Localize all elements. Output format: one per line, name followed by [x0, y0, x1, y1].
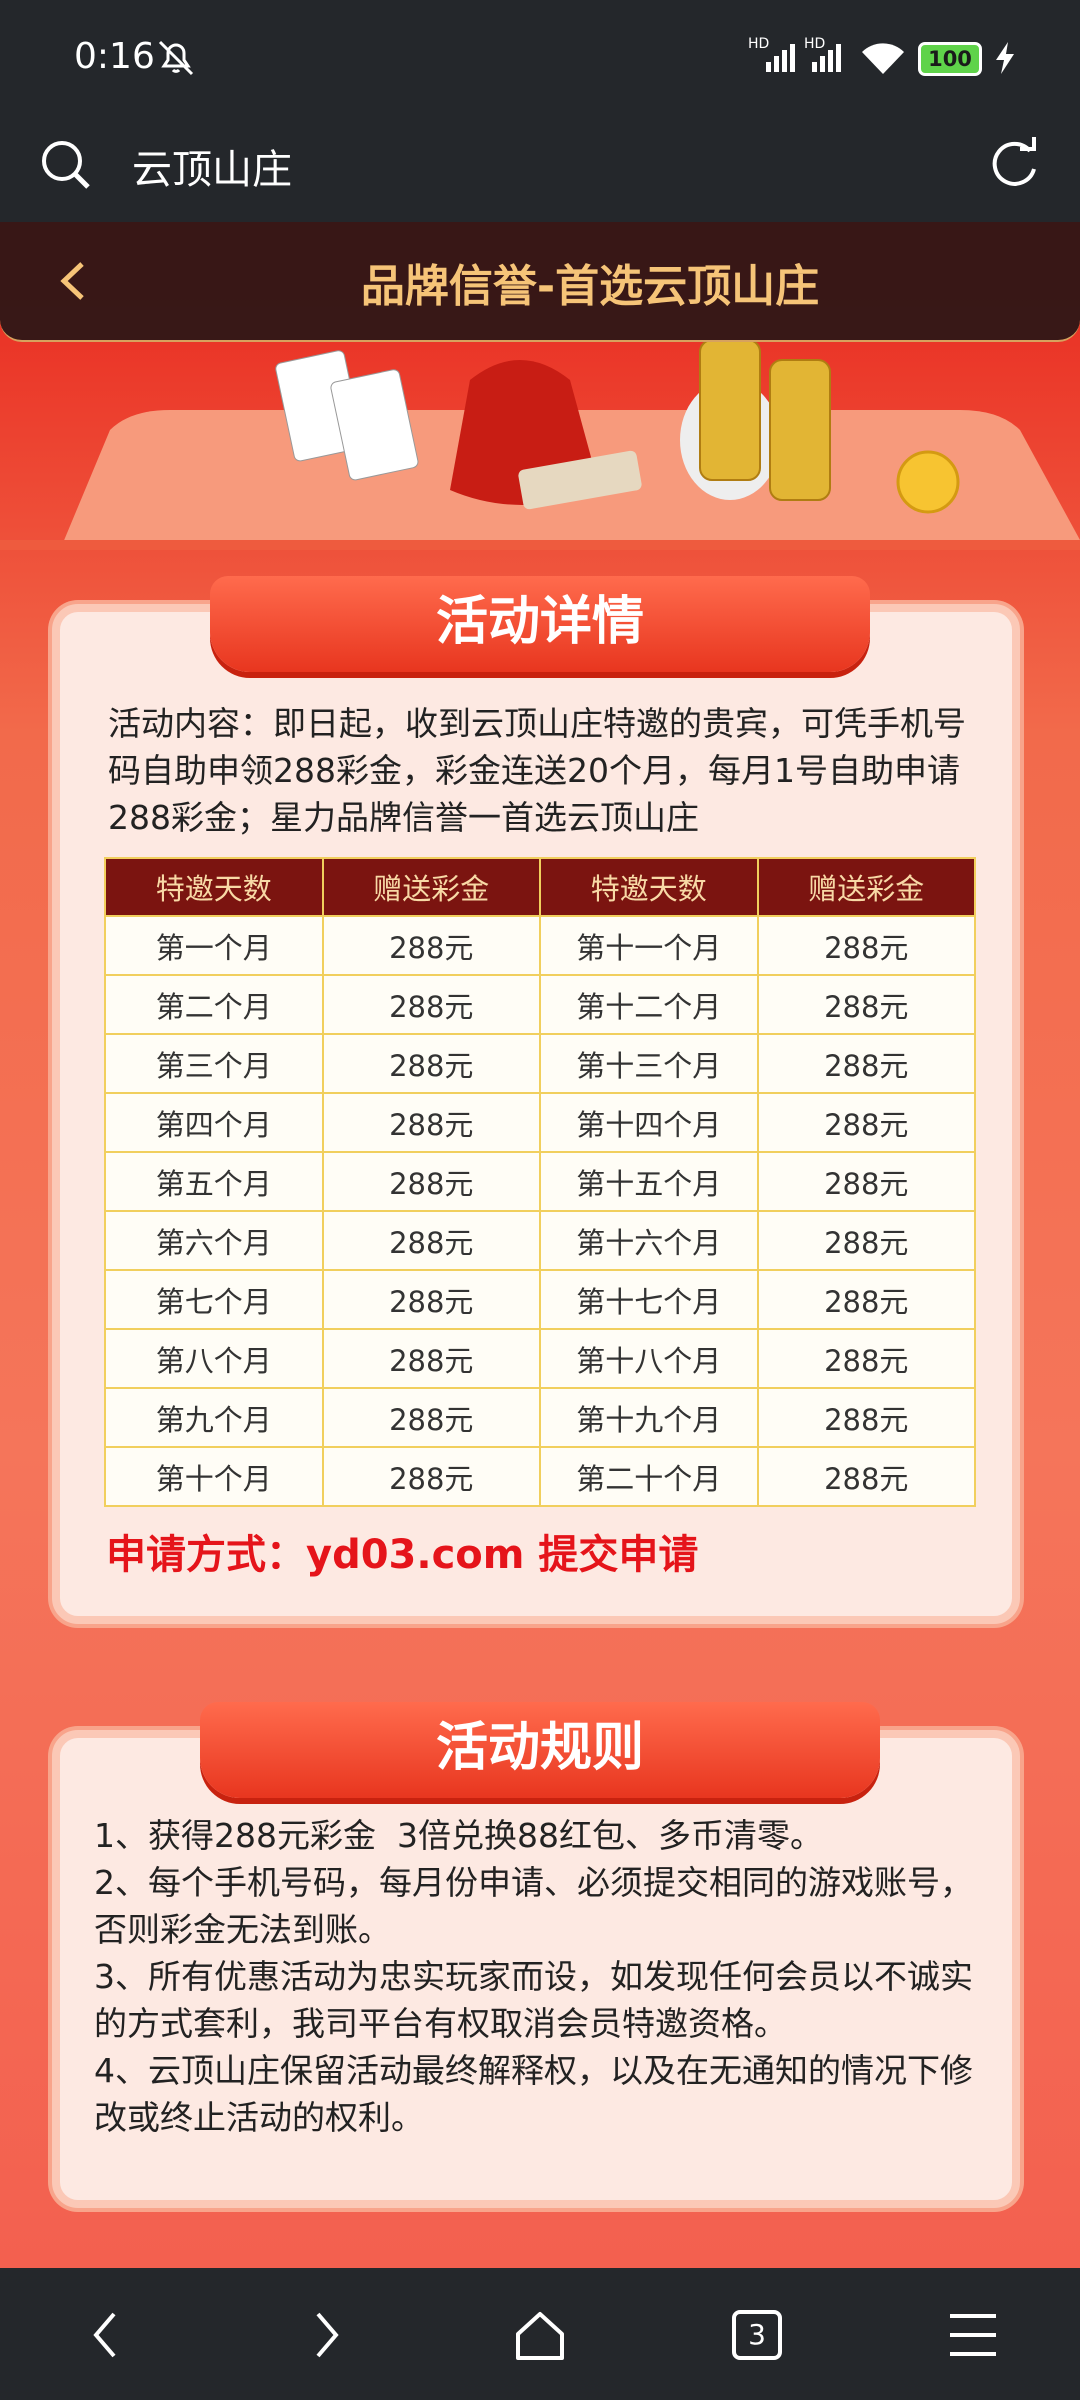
table-cell: 第三个月 [104, 1033, 324, 1094]
table-cell: 288元 [756, 1210, 976, 1271]
table-row: 第七个月 288元 第十七个月 288元 [104, 1269, 976, 1330]
apply-method: 申请方式：yd03.com 提交申请 [106, 1532, 699, 1578]
table-cell: 第十四个月 [539, 1092, 759, 1153]
details-title: 活动详情 [210, 576, 870, 672]
hero-image [0, 340, 1080, 550]
table-cell: 第十五个月 [539, 1151, 759, 1212]
table-row: 第四个月 288元 第十四个月 288元 [104, 1092, 976, 1153]
table-cell: 第十三个月 [539, 1033, 759, 1094]
header-title: 品牌信誉-首选云顶山庄 [360, 261, 820, 312]
table-cell: 288元 [321, 1151, 541, 1212]
table-cell: 第十个月 [104, 1446, 324, 1507]
table-cell: 288元 [756, 1446, 976, 1507]
table-cell: 288元 [756, 1387, 976, 1448]
table-cell: 第二十个月 [539, 1446, 759, 1507]
table-cell: 288元 [321, 1269, 541, 1330]
table-row: 第三个月 288元 第十三个月 288元 [104, 1033, 976, 1094]
table-row: 第六个月 288元 第十六个月 288元 [104, 1210, 976, 1271]
status-bar: 0:16 HD HD 100 [0, 0, 1080, 115]
table-cell: 288元 [321, 1210, 541, 1271]
address-text[interactable]: 云顶山庄 [132, 147, 292, 193]
table-header-cell: 特邀天数 [104, 857, 324, 917]
table-cell: 288元 [756, 1033, 976, 1094]
table-cell: 第十八个月 [539, 1328, 759, 1389]
table-cell: 288元 [756, 915, 976, 976]
table-cell: 第七个月 [104, 1269, 324, 1330]
table-row: 第九个月 288元 第十九个月 288元 [104, 1387, 976, 1448]
table-cell: 第四个月 [104, 1092, 324, 1153]
table-cell: 第二个月 [104, 974, 324, 1035]
table-cell: 288元 [756, 1328, 976, 1389]
bottom-nav: 3 [0, 2268, 1080, 2400]
time: 0:16 [74, 36, 155, 77]
nav-forward[interactable] [306, 2310, 346, 2360]
nav-home[interactable] [512, 2308, 568, 2364]
mute-icon [158, 40, 194, 76]
table-row: 第一个月 288元 第十一个月 288元 [104, 915, 976, 976]
wifi-icon [862, 43, 904, 74]
rule-item: 2、每个手机号码，每月份申请、必须提交相同的游戏账号，否则彩金无法到账。 [94, 1863, 973, 1949]
table-header-cell: 赠送彩金 [321, 857, 541, 917]
charging-icon [996, 42, 1014, 74]
signal-label: HD [748, 36, 770, 52]
table-cell: 288元 [321, 915, 541, 976]
table-cell: 第一个月 [104, 915, 324, 976]
nav-menu[interactable] [948, 2312, 998, 2358]
table-cell: 第十七个月 [539, 1269, 759, 1330]
table-cell: 288元 [756, 1151, 976, 1212]
table-cell: 288元 [756, 1269, 976, 1330]
back-button[interactable] [54, 258, 94, 304]
browser-bar: 云顶山庄 [0, 115, 1080, 222]
table-cell: 第十一个月 [539, 915, 759, 976]
details-content: 活动内容：即日起，收到云顶山庄特邀的贵宾，可凭手机号码自助申领288彩金，彩金连… [108, 704, 966, 837]
table-cell: 288元 [756, 974, 976, 1035]
signal-label: HD [804, 36, 826, 52]
nav-back[interactable] [86, 2310, 126, 2360]
rules-title: 活动规则 [200, 1702, 880, 1798]
nav-tabs[interactable]: 3 [732, 2310, 782, 2360]
search-icon[interactable] [38, 137, 94, 193]
table-cell: 288元 [321, 1446, 541, 1507]
table-cell: 第十六个月 [539, 1210, 759, 1271]
table-cell: 第八个月 [104, 1328, 324, 1389]
table-cell: 第十九个月 [539, 1387, 759, 1448]
table-row: 第十个月 288元 第二十个月 288元 [104, 1446, 976, 1507]
table-row: 第二个月 288元 第十二个月 288元 [104, 974, 976, 1035]
table-cell: 288元 [321, 1092, 541, 1153]
page-header: 品牌信誉-首选云顶山庄 [0, 222, 1080, 342]
table-row: 第五个月 288元 第十五个月 288元 [104, 1151, 976, 1212]
table-cell: 288元 [321, 974, 541, 1035]
table-header-cell: 赠送彩金 [756, 857, 976, 917]
signal-icons [766, 44, 841, 72]
table-cell: 第五个月 [104, 1151, 324, 1212]
bonus-table: 特邀天数 赠送彩金 特邀天数 赠送彩金 第一个月 288元 第十一个月 288元 第二个月 288… [104, 857, 976, 1507]
table-cell: 288元 [756, 1092, 976, 1153]
table-cell: 288元 [321, 1033, 541, 1094]
rule-item: 4、云顶山庄保留活动最终解释权，以及在无通知的情况下修改或终止活动的权利。 [94, 2051, 973, 2137]
table-cell: 第六个月 [104, 1210, 324, 1271]
table-header: 特邀天数 赠送彩金 特邀天数 赠送彩金 [104, 857, 976, 917]
table-header-cell: 特邀天数 [539, 857, 759, 917]
table-cell: 第九个月 [104, 1387, 324, 1448]
table-cell: 288元 [321, 1328, 541, 1389]
rule-item: 1、获得288元彩金 3倍兑换88红包、多币清零。 [94, 1816, 823, 1855]
refresh-icon[interactable] [984, 135, 1044, 195]
battery: 100 [918, 42, 982, 76]
table-cell: 288元 [321, 1387, 541, 1448]
rule-item: 3、所有优惠活动为忠实玩家而设，如发现任何会员以不诚实的方式套利，我司平台有权取… [94, 1957, 973, 2043]
rules-list: 1、获得288元彩金 3倍兑换88红包、多币清零。 2、每个手机号码，每月份申请、… [94, 1812, 994, 2141]
table-row: 第八个月 288元 第十八个月 288元 [104, 1328, 976, 1389]
table-cell: 第十二个月 [539, 974, 759, 1035]
rules-card [52, 1730, 1020, 2208]
